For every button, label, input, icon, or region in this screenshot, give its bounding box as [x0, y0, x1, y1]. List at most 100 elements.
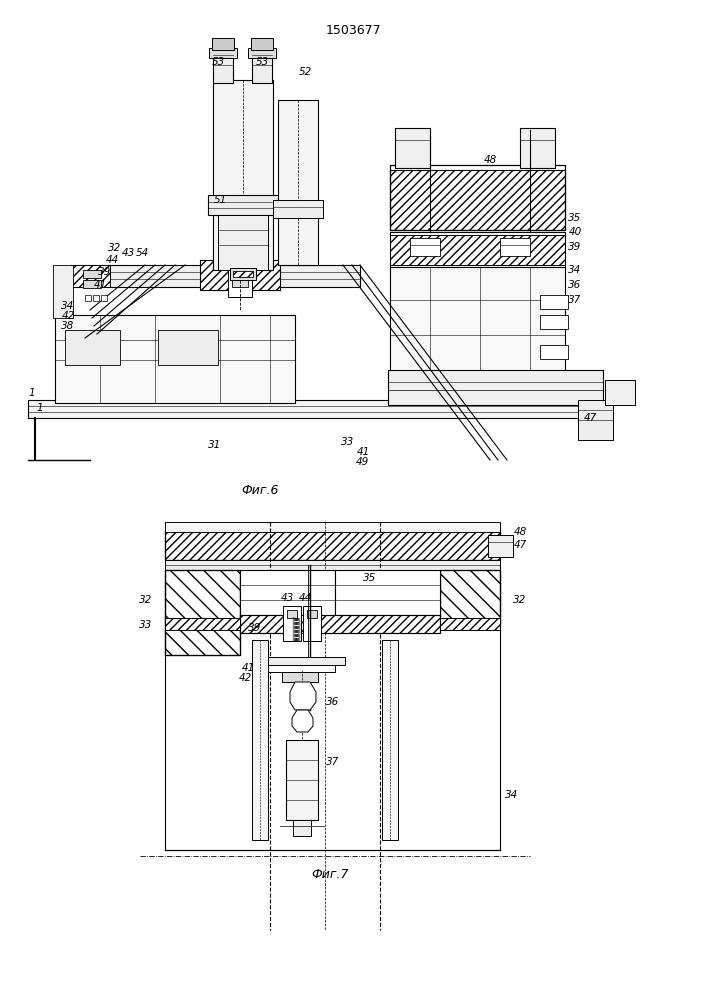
Polygon shape [290, 682, 316, 710]
Bar [70, 265, 360, 287]
Text: 44: 44 [298, 593, 312, 603]
Text: 40: 40 [568, 227, 582, 237]
Bar [278, 100, 318, 265]
Text: 41: 41 [93, 280, 107, 290]
Bar [248, 48, 276, 58]
Bar [390, 165, 565, 230]
Bar [101, 295, 107, 301]
Text: 48: 48 [484, 155, 496, 165]
Text: 47: 47 [583, 413, 597, 423]
Bar [440, 618, 500, 630]
Bar [70, 265, 110, 287]
Text: 39: 39 [248, 623, 262, 633]
Bar [265, 665, 335, 672]
Bar [540, 315, 568, 329]
Bar [83, 280, 101, 288]
Bar [165, 618, 240, 630]
Bar [200, 260, 280, 290]
Bar [232, 275, 248, 287]
Text: 49: 49 [356, 457, 368, 467]
Bar [233, 271, 253, 277]
Bar [165, 570, 240, 655]
Text: 35: 35 [568, 213, 582, 223]
Bar [440, 618, 500, 630]
Bar [390, 267, 565, 402]
Text: 32: 32 [139, 595, 152, 605]
Bar [209, 48, 237, 58]
Bar [240, 615, 440, 633]
Bar [440, 570, 500, 625]
Bar [240, 570, 335, 625]
Bar [232, 258, 248, 270]
Bar [540, 295, 568, 309]
Bar [283, 606, 301, 641]
Bar [500, 238, 530, 256]
Text: 53: 53 [211, 57, 225, 67]
Bar [165, 618, 240, 630]
Text: 1: 1 [37, 403, 43, 413]
Text: 39: 39 [568, 242, 582, 252]
Bar [251, 38, 273, 50]
Bar [303, 606, 321, 641]
Text: 52: 52 [298, 67, 312, 77]
Bar [200, 260, 280, 290]
Bar [287, 610, 297, 618]
Text: 34: 34 [62, 301, 75, 311]
Bar [252, 640, 268, 840]
Text: 43: 43 [122, 248, 134, 258]
Text: 32: 32 [108, 243, 122, 253]
Bar [165, 570, 240, 655]
Text: 42: 42 [238, 673, 252, 683]
Text: 36: 36 [568, 280, 582, 290]
Text: 44: 44 [105, 255, 119, 265]
Bar [213, 55, 233, 83]
Bar [165, 530, 500, 560]
Text: 42: 42 [62, 311, 75, 321]
Text: 31: 31 [209, 440, 221, 450]
Bar [165, 560, 500, 570]
Bar [212, 38, 234, 50]
Text: 41: 41 [241, 663, 255, 673]
Bar [390, 170, 565, 230]
Text: 47: 47 [513, 540, 527, 550]
Text: 34: 34 [568, 265, 582, 275]
Bar [440, 570, 500, 625]
Bar [85, 295, 91, 301]
Bar [230, 268, 256, 280]
Bar [213, 80, 273, 270]
Bar [55, 315, 295, 403]
Bar [273, 200, 323, 218]
Text: 54: 54 [135, 248, 148, 258]
Bar [165, 530, 500, 560]
Bar [382, 640, 398, 840]
Bar [605, 380, 635, 405]
Bar [395, 128, 430, 168]
Text: 43: 43 [281, 593, 293, 603]
Bar [83, 270, 101, 278]
Bar [388, 370, 603, 405]
Bar [165, 522, 500, 532]
Text: 51: 51 [214, 195, 227, 205]
Bar [390, 235, 565, 265]
Bar [240, 615, 440, 633]
Bar [335, 570, 440, 625]
Text: 38: 38 [62, 321, 75, 331]
Polygon shape [292, 710, 313, 732]
Text: 1503677: 1503677 [325, 23, 381, 36]
Text: 1: 1 [29, 388, 35, 398]
Bar [208, 195, 278, 215]
Bar [488, 535, 513, 557]
Text: 41: 41 [356, 447, 370, 457]
Bar [390, 232, 565, 267]
Bar [252, 55, 272, 83]
Bar [218, 215, 268, 270]
Bar [520, 128, 555, 168]
Bar [28, 400, 608, 418]
Bar [540, 345, 568, 359]
Bar [286, 740, 318, 820]
Text: 32: 32 [513, 595, 526, 605]
Bar [158, 330, 218, 365]
Text: 37: 37 [327, 757, 339, 767]
Bar [282, 672, 318, 682]
Text: 33: 33 [341, 437, 355, 447]
